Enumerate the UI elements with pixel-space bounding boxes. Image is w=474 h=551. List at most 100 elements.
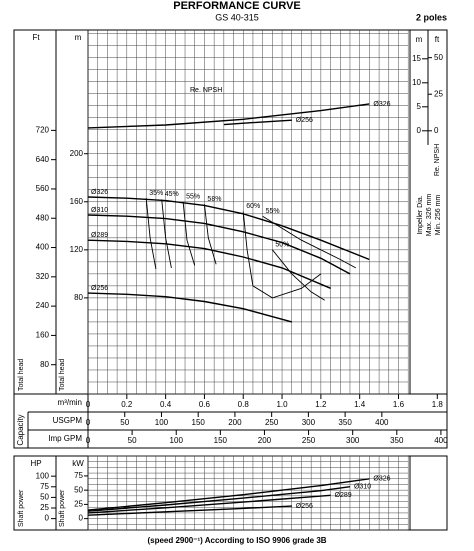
impeller-label: Impeller Dia. — [417, 195, 424, 234]
curve — [223, 119, 292, 126]
impeller-label: Max. 326 mm — [426, 194, 433, 237]
x-tick-label: 200 — [258, 436, 272, 445]
chart-title: PERFORMANCE CURVE — [173, 0, 301, 12]
y2-tick-label: 80 — [40, 360, 49, 369]
x-tick-label: 1.6 — [393, 400, 405, 409]
y2-tick-label: 720 — [36, 125, 50, 134]
y2-tick-label: 320 — [36, 272, 50, 281]
x-tick-label: 300 — [346, 436, 360, 445]
curve — [87, 103, 370, 129]
y2-tick-label: 25 — [40, 503, 49, 512]
efficiency-curve — [272, 249, 325, 301]
chart-subtitle: GS 40-315 — [215, 12, 259, 22]
x-tick-label: 150 — [192, 418, 206, 427]
efficiency-curve-label: 60% — [246, 203, 260, 210]
curve-label: Ø326 — [373, 101, 390, 108]
panel-label: Re. NPSH — [190, 87, 222, 94]
curve — [87, 505, 292, 516]
y-tick-label: 120 — [70, 245, 84, 254]
x-tick-label: 300 — [302, 418, 316, 427]
y2-tick-label: 100 — [36, 471, 50, 480]
x-tick-label: 250 — [302, 436, 316, 445]
x-tick-label: 150 — [214, 436, 228, 445]
x-tick-label: 1.4 — [354, 400, 366, 409]
y2-tick-label: 240 — [36, 301, 50, 310]
y2-tick-label: 480 — [36, 213, 50, 222]
axis-unit: m — [75, 33, 82, 42]
curve-label: Ø256 — [296, 503, 313, 510]
efficiency-curve-label: 45% — [165, 191, 179, 198]
curve-label: Ø256 — [296, 117, 313, 124]
efficiency-curve — [161, 199, 172, 268]
axis-unit: Ft — [32, 33, 40, 42]
y-tick-label: 0 — [417, 126, 422, 135]
efficiency-curve — [262, 215, 357, 269]
efficiency-curve — [203, 204, 217, 265]
y-tick-label: 15 — [412, 54, 421, 63]
x-tick-label: 0 — [86, 436, 91, 445]
y2-tick-label: 0 — [45, 514, 50, 523]
x-tick-label: 1.8 — [432, 400, 444, 409]
poles: 2 poles — [416, 12, 447, 22]
footer: (speed 2900⁻¹) According to ISO 9906 gra… — [147, 536, 326, 545]
efficiency-curve-label: 35% — [149, 190, 163, 197]
y-tick-label: 160 — [70, 197, 84, 206]
curve-label: Ø326 — [91, 189, 108, 196]
x-tick-label: 0 — [86, 400, 91, 409]
x-tick-label: 400 — [375, 418, 389, 427]
y2-tick-label: 560 — [36, 184, 50, 193]
curve — [87, 292, 292, 323]
curve-label: Ø310 — [354, 484, 371, 491]
x-tick-label: 250 — [265, 418, 279, 427]
axis-unit: m — [416, 35, 423, 44]
x-tick-label: 0.2 — [121, 400, 133, 409]
axis-unit: Imp GPM — [48, 434, 82, 443]
efficiency-curve — [145, 198, 157, 270]
curve — [87, 239, 331, 289]
efficiency-curve — [182, 201, 196, 266]
axis-unit: HP — [30, 459, 41, 468]
axis-label: Total head — [59, 359, 66, 391]
x-tick-label: 400 — [434, 436, 448, 445]
curve — [87, 494, 331, 514]
x-tick-label: 200 — [228, 418, 242, 427]
x-tick-label: 100 — [155, 418, 169, 427]
y-tick-label: 10 — [412, 78, 421, 87]
y2-tick-label: 75 — [40, 482, 49, 491]
y-tick-label: 80 — [74, 293, 83, 302]
curve — [87, 196, 370, 261]
curve-label: Ø310 — [91, 207, 108, 214]
curve-label: Ø326 — [373, 476, 390, 483]
x-tick-label: 1.0 — [276, 400, 288, 409]
axis-label: Shaft power — [18, 489, 25, 527]
x-tick-label: 350 — [338, 418, 352, 427]
main-frame — [13, 29, 448, 395]
axis-unit: m³/min — [58, 398, 82, 407]
efficiency-curve-label: 55% — [266, 208, 280, 215]
curve — [87, 478, 370, 511]
axis-unit: ft — [435, 35, 440, 44]
x-tick-label: 0.4 — [160, 400, 172, 409]
curve-label: Ø289 — [91, 232, 108, 239]
x-tick-label: 0.6 — [199, 400, 211, 409]
impeller-label: Min. 256 mm — [435, 195, 442, 236]
x-tick-label: 1.2 — [315, 400, 327, 409]
curve — [87, 214, 351, 275]
y-tick-label: 50 — [74, 485, 83, 494]
axis-label: Re. NPSH — [434, 144, 441, 176]
x-tick-label: 50 — [128, 436, 137, 445]
y2-tick-label: 0 — [434, 126, 439, 135]
axis-label: Shaft power — [59, 489, 66, 527]
y2-tick-label: 400 — [36, 243, 50, 252]
y-tick-label: 200 — [70, 149, 84, 158]
x-tick-label: 0.8 — [238, 400, 250, 409]
axis-label: Capacity — [16, 414, 25, 445]
y2-tick-label: 50 — [40, 493, 49, 502]
y-tick-label: 25 — [74, 499, 83, 508]
y2-tick-label: 160 — [36, 331, 50, 340]
efficiency-curve-label: 50% — [275, 242, 289, 249]
axis-unit: USGPM — [53, 416, 83, 425]
curve-label: Ø289 — [335, 492, 352, 499]
efficiency-curve-label: 58% — [207, 196, 221, 203]
